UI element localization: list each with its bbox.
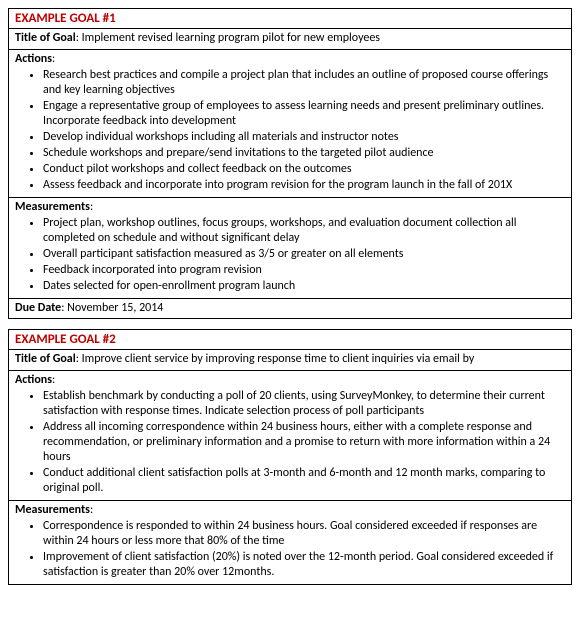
goal-table-1: EXAMPLE GOAL #1 Title of Goal: Implement… xyxy=(8,8,572,319)
goal-header: EXAMPLE GOAL #1 xyxy=(15,11,116,26)
title-row: Title of Goal: Implement revised learnin… xyxy=(9,29,572,50)
list-item: Conduct pilot workshops and collect feed… xyxy=(43,162,565,177)
list-item: Improvement of client satisfaction (20%)… xyxy=(43,550,565,580)
title-label: Title of Goal xyxy=(15,31,76,45)
goal-header-cell: EXAMPLE GOAL #2 xyxy=(9,330,572,350)
due-label: Due Date xyxy=(15,301,61,315)
list-item: Assess feedback and incorporate into pro… xyxy=(43,178,565,193)
goal-header: EXAMPLE GOAL #2 xyxy=(15,332,116,347)
measurements-label: Measurements xyxy=(15,200,90,214)
title-value: Improve client service by improving resp… xyxy=(82,352,475,366)
title-value: Implement revised learning program pilot… xyxy=(82,31,380,45)
list-item: Feedback incorporated into program revis… xyxy=(43,263,565,278)
colon: : xyxy=(52,373,55,387)
measurements-list: Project plan, workshop outlines, focus g… xyxy=(15,216,565,294)
measurements-row: Measurements: Correspondence is responde… xyxy=(9,500,572,584)
colon: : xyxy=(52,52,55,66)
list-item: Schedule workshops and prepare/send invi… xyxy=(43,146,565,161)
title-label: Title of Goal xyxy=(15,352,76,366)
list-item: Engage a representative group of employe… xyxy=(43,99,565,129)
list-item: Address all incoming correspondence with… xyxy=(43,420,565,465)
actions-list: Research best practices and compile a pr… xyxy=(15,68,565,193)
goal-header-cell: EXAMPLE GOAL #1 xyxy=(9,9,572,29)
list-item: Research best practices and compile a pr… xyxy=(43,68,565,98)
title-row: Title of Goal: Improve client service by… xyxy=(9,350,572,371)
actions-row: Actions: Establish benchmark by conducti… xyxy=(9,370,572,500)
list-item: Conduct additional client satisfaction p… xyxy=(43,466,565,496)
actions-row: Actions: Research best practices and com… xyxy=(9,49,572,197)
list-item: Overall participant satisfaction measure… xyxy=(43,247,565,262)
measurements-row: Measurements: Project plan, workshop out… xyxy=(9,197,572,298)
colon: : xyxy=(90,503,93,517)
list-item: Correspondence is responded to within 24… xyxy=(43,519,565,549)
measurements-list: Correspondence is responded to within 24… xyxy=(15,519,565,580)
due-value: November 15, 2014 xyxy=(67,301,163,315)
list-item: Develop individual workshops including a… xyxy=(43,130,565,145)
due-row: Due Date: November 15, 2014 xyxy=(9,298,572,319)
colon: : xyxy=(90,200,93,214)
measurements-label: Measurements xyxy=(15,503,90,517)
actions-label: Actions xyxy=(15,373,52,387)
list-item: Project plan, workshop outlines, focus g… xyxy=(43,216,565,246)
list-item: Establish benchmark by conducting a poll… xyxy=(43,389,565,419)
list-item: Dates selected for open-enrollment progr… xyxy=(43,279,565,294)
goal-table-2: EXAMPLE GOAL #2 Title of Goal: Improve c… xyxy=(8,329,572,585)
actions-list: Establish benchmark by conducting a poll… xyxy=(15,389,565,496)
actions-label: Actions xyxy=(15,52,52,66)
